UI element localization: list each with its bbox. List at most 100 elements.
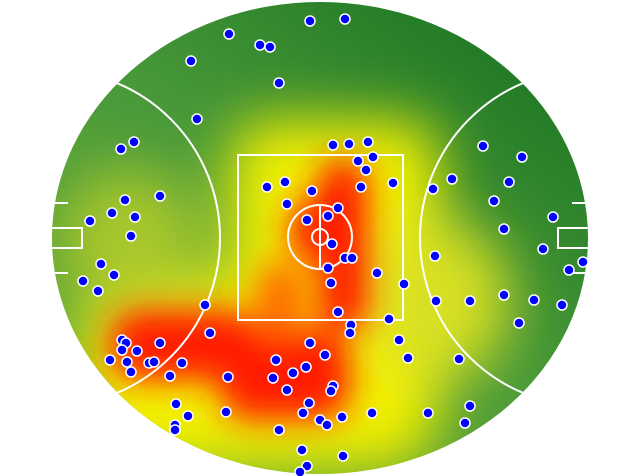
point <box>332 202 344 214</box>
point <box>464 295 476 307</box>
point <box>459 417 471 429</box>
point <box>513 317 525 329</box>
point <box>296 444 308 456</box>
point <box>108 269 120 281</box>
point <box>516 151 528 163</box>
point <box>264 41 276 53</box>
point <box>322 210 334 222</box>
point <box>344 327 356 339</box>
point <box>362 136 374 148</box>
point <box>464 400 476 412</box>
point <box>222 371 234 383</box>
point <box>220 406 232 418</box>
point <box>92 285 104 297</box>
point <box>332 306 344 318</box>
point <box>427 183 439 195</box>
point <box>321 419 333 431</box>
point <box>325 385 337 397</box>
point <box>148 356 160 368</box>
point <box>294 466 306 476</box>
point <box>563 264 575 276</box>
point <box>77 275 89 287</box>
point <box>104 354 116 366</box>
point <box>429 250 441 262</box>
point <box>488 195 500 207</box>
point <box>106 207 118 219</box>
point <box>170 398 182 410</box>
point <box>453 353 465 365</box>
point <box>131 345 143 357</box>
point <box>430 295 442 307</box>
point <box>337 450 349 462</box>
point <box>352 155 364 167</box>
point <box>326 238 338 250</box>
points <box>77 13 589 476</box>
point <box>164 370 176 382</box>
point <box>119 194 131 206</box>
point <box>528 294 540 306</box>
point <box>577 256 589 268</box>
point <box>273 424 285 436</box>
point <box>556 299 568 311</box>
point <box>125 230 137 242</box>
point <box>325 277 337 289</box>
point <box>346 252 358 264</box>
point <box>95 258 107 270</box>
point <box>303 397 315 409</box>
point <box>154 190 166 202</box>
point <box>343 138 355 150</box>
point <box>336 411 348 423</box>
point <box>360 164 372 176</box>
point <box>306 185 318 197</box>
point <box>301 214 313 226</box>
point <box>254 39 266 51</box>
point <box>154 337 166 349</box>
point <box>279 176 291 188</box>
point <box>339 13 351 25</box>
point <box>223 28 235 40</box>
point <box>327 139 339 151</box>
point <box>115 143 127 155</box>
point <box>366 407 378 419</box>
point <box>176 357 188 369</box>
point <box>371 267 383 279</box>
point <box>300 361 312 373</box>
point <box>446 173 458 185</box>
point <box>367 151 379 163</box>
point <box>267 372 279 384</box>
point <box>273 77 285 89</box>
point <box>281 384 293 396</box>
point <box>322 262 334 274</box>
point <box>393 334 405 346</box>
point <box>503 176 515 188</box>
point <box>169 424 181 436</box>
point <box>199 299 211 311</box>
point <box>84 215 96 227</box>
point <box>304 337 316 349</box>
point <box>185 55 197 67</box>
point <box>498 289 510 301</box>
point <box>128 136 140 148</box>
point <box>191 113 203 125</box>
point <box>383 313 395 325</box>
point <box>281 198 293 210</box>
point <box>387 177 399 189</box>
point <box>319 349 331 361</box>
point <box>547 211 559 223</box>
point <box>422 407 434 419</box>
point <box>287 367 299 379</box>
point <box>355 181 367 193</box>
point <box>125 366 137 378</box>
point <box>116 344 128 356</box>
point <box>129 211 141 223</box>
point <box>204 327 216 339</box>
point <box>261 181 273 193</box>
point <box>304 15 316 27</box>
point <box>398 278 410 290</box>
point <box>498 223 510 235</box>
point <box>477 140 489 152</box>
point <box>182 410 194 422</box>
point <box>297 407 309 419</box>
point <box>121 356 133 368</box>
